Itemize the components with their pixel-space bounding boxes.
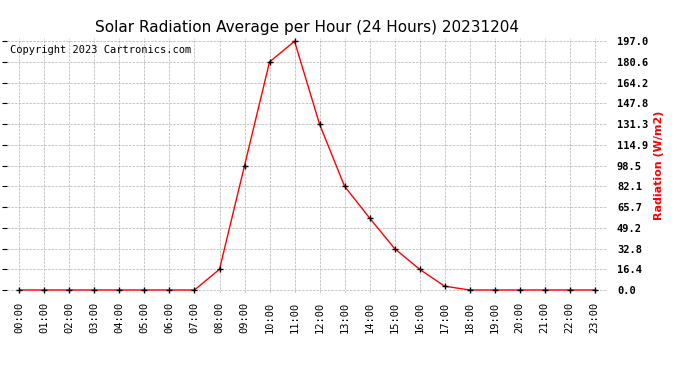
Text: Copyright 2023 Cartronics.com: Copyright 2023 Cartronics.com: [10, 45, 191, 55]
Title: Solar Radiation Average per Hour (24 Hours) 20231204: Solar Radiation Average per Hour (24 Hou…: [95, 20, 519, 35]
Y-axis label: Radiation (W/m2): Radiation (W/m2): [653, 110, 664, 220]
